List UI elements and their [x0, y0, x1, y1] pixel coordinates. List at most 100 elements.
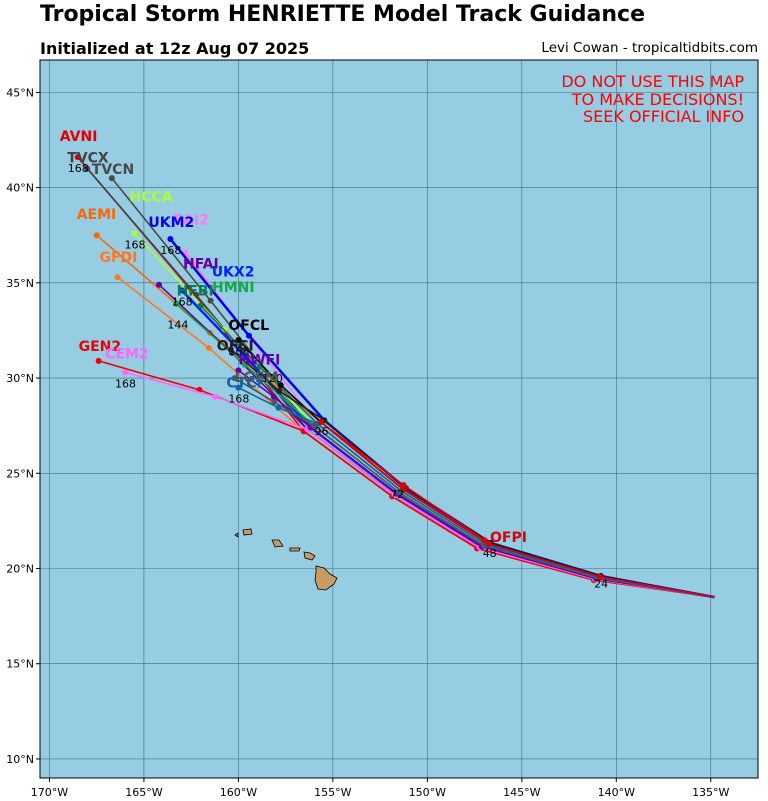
model-label: AEMI — [77, 207, 117, 223]
track-point — [481, 536, 487, 543]
model-label: UKX2 — [212, 264, 255, 280]
island-kauai — [242, 528, 253, 536]
track-point — [197, 302, 204, 309]
track-point — [205, 345, 212, 351]
model-tracks — [74, 154, 715, 599]
lat-tick-label: 25°N — [6, 467, 34, 480]
warning-line-2: TO MAKE DECISIONS! — [571, 90, 744, 109]
hour-label: 168 — [125, 238, 146, 251]
hour-label: 168 — [115, 377, 136, 390]
model-label: CEM2 — [105, 346, 149, 362]
lat-tick-label: 40°N — [6, 182, 34, 195]
axis-ticks: 170°W 165°W 160°W 155°W 150°W 145°W 140°W 135°W… — [6, 86, 729, 799]
track-point — [178, 287, 185, 294]
lon-tick-label: 150°W — [409, 786, 446, 799]
track-point — [235, 384, 242, 391]
hour-label: 168 — [172, 295, 193, 308]
model-label: HFAI — [183, 257, 219, 273]
hour-label: 168 — [68, 162, 89, 175]
track-point — [485, 540, 492, 547]
track-point — [277, 382, 284, 389]
track-point — [156, 281, 162, 288]
island-hawaii — [314, 565, 338, 591]
track-point — [74, 154, 81, 161]
init-time: Initialized at 12z Aug 07 2025 — [40, 39, 310, 58]
model-label: LGEM — [235, 370, 279, 386]
model-label: OFPI — [490, 530, 527, 546]
warning-line-3: SEEK OFFICIAL INFO — [583, 107, 744, 126]
track-point — [212, 393, 218, 400]
hour-label: 120 — [262, 372, 283, 385]
track-point — [275, 404, 282, 411]
track-point — [271, 398, 278, 405]
track-point — [108, 175, 115, 182]
lon-tick-label: 165°W — [125, 786, 162, 799]
hour-label: 48 — [483, 547, 497, 560]
lat-tick-label: 20°N — [6, 563, 34, 576]
track-point — [270, 393, 277, 400]
model-label: TVCX — [67, 151, 109, 167]
island-molokai — [289, 547, 301, 552]
lat-tick-label: 45°N — [6, 86, 34, 99]
hour-label: 168 — [228, 393, 249, 406]
model-label: AVNI — [60, 129, 98, 145]
lon-tick-label: 145°W — [503, 786, 540, 799]
model-label: OFCI — [217, 339, 254, 355]
model-label: GEN2 — [79, 339, 122, 355]
model-label: CTCI — [226, 376, 261, 392]
track-point — [114, 274, 121, 281]
model-label: UKM2 — [148, 215, 194, 231]
lat-lon-grid — [40, 60, 758, 778]
track-point — [173, 300, 179, 307]
track-ofpi — [317, 419, 715, 598]
model-label: TVCN — [92, 162, 134, 178]
model-label: HMNI — [212, 280, 255, 296]
track-point — [207, 297, 214, 304]
track-point — [400, 486, 407, 493]
model-label: HCCA — [130, 189, 173, 205]
island-niihau — [234, 532, 239, 538]
lat-tick-label: 35°N — [6, 277, 34, 290]
model-label: HWFI — [238, 352, 280, 368]
model-label: OFCL — [228, 318, 269, 334]
model-label: HFBI — [177, 284, 214, 300]
island-maui — [303, 551, 316, 561]
page-title: Tropical Storm HENRIETTE Model Track Gui… — [40, 2, 646, 27]
hawaiian-islands — [234, 528, 338, 591]
warning-line-1: DO NOT USE THIS MAP — [561, 72, 744, 91]
track-point — [596, 573, 603, 580]
track-point — [95, 357, 102, 364]
lat-tick-label: 15°N — [6, 658, 34, 671]
lon-tick-label: 155°W — [314, 786, 351, 799]
warning-text: DO NOT USE THIS MAP TO MAKE DECISIONS! S… — [561, 72, 744, 126]
track-point — [93, 232, 100, 239]
hour-label: 144 — [167, 319, 188, 332]
track-point — [122, 369, 128, 376]
track-point — [235, 337, 242, 343]
track-point — [246, 332, 252, 339]
lat-tick-label: 10°N — [6, 753, 34, 766]
track-point — [231, 375, 238, 382]
track-point — [400, 482, 407, 489]
track-point — [235, 367, 242, 374]
lon-tick-label: 170°W — [31, 786, 68, 799]
lon-tick-label: 140°W — [598, 786, 635, 799]
credit: Levi Cowan - tropicaltidbits.com — [541, 40, 758, 56]
track-point — [84, 165, 91, 172]
track-point — [276, 388, 283, 394]
hour-label: 24 — [594, 578, 608, 591]
map-frame — [39, 59, 759, 779]
model-label: EAI2 — [174, 212, 209, 228]
track-point — [317, 419, 324, 425]
hour-label: 72 — [390, 488, 404, 501]
ocean-background — [40, 60, 758, 778]
track-point — [167, 236, 174, 242]
track-point — [131, 230, 138, 237]
track-point — [227, 346, 234, 353]
model-label: GFDI — [100, 250, 138, 266]
lat-tick-label: 30°N — [6, 372, 34, 385]
track-point — [193, 291, 200, 298]
lon-tick-label: 135°W — [692, 786, 729, 799]
